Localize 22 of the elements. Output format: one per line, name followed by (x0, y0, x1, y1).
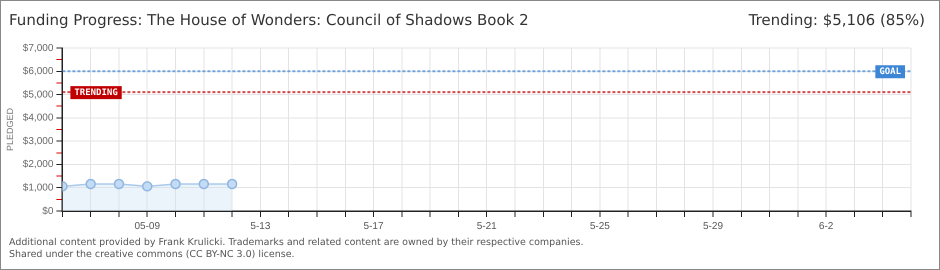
x-tick-label: 5-21 (476, 220, 498, 232)
y-tick-label: $7,000 (22, 42, 54, 54)
chart-title: Funding Progress: The House of Wonders: Council of Shadows Book 2 (9, 11, 529, 29)
x-tick-label: 5-17 (364, 220, 384, 232)
text: Shared under the creative commons (CC BY-NC 3.0) license. (9, 249, 296, 261)
text: Additional content provided by Frank Krulicki. Trademarks and related content are owned by their respective companies. (9, 237, 584, 249)
chart-subtitle: Trending: $5,106 (85%) (748, 11, 925, 29)
y-tick-label: $0 (42, 206, 54, 217)
x-tick-label: 05-09 (134, 220, 160, 232)
x-tick-label: 6-2 (818, 220, 834, 232)
ref-line-label: GOAL (879, 67, 902, 78)
x-tick-label: 5-13 (250, 220, 271, 232)
x-tick-label: 5-25 (590, 220, 610, 232)
y-tick-label: $5,000 (22, 89, 54, 100)
y-tick-label: $4,000 (22, 112, 54, 124)
y-axis-title: PLEDGED (4, 107, 15, 152)
y-tick-label: $3,000 (22, 136, 54, 147)
x-tick-label: 5-29 (702, 220, 724, 232)
y-tick-label: $2,000 (22, 159, 54, 170)
ref-line-label: TRENDING (74, 88, 118, 98)
y-tick-label: $6,000 (22, 66, 54, 78)
y-tick-label: $1,000 (22, 182, 54, 194)
